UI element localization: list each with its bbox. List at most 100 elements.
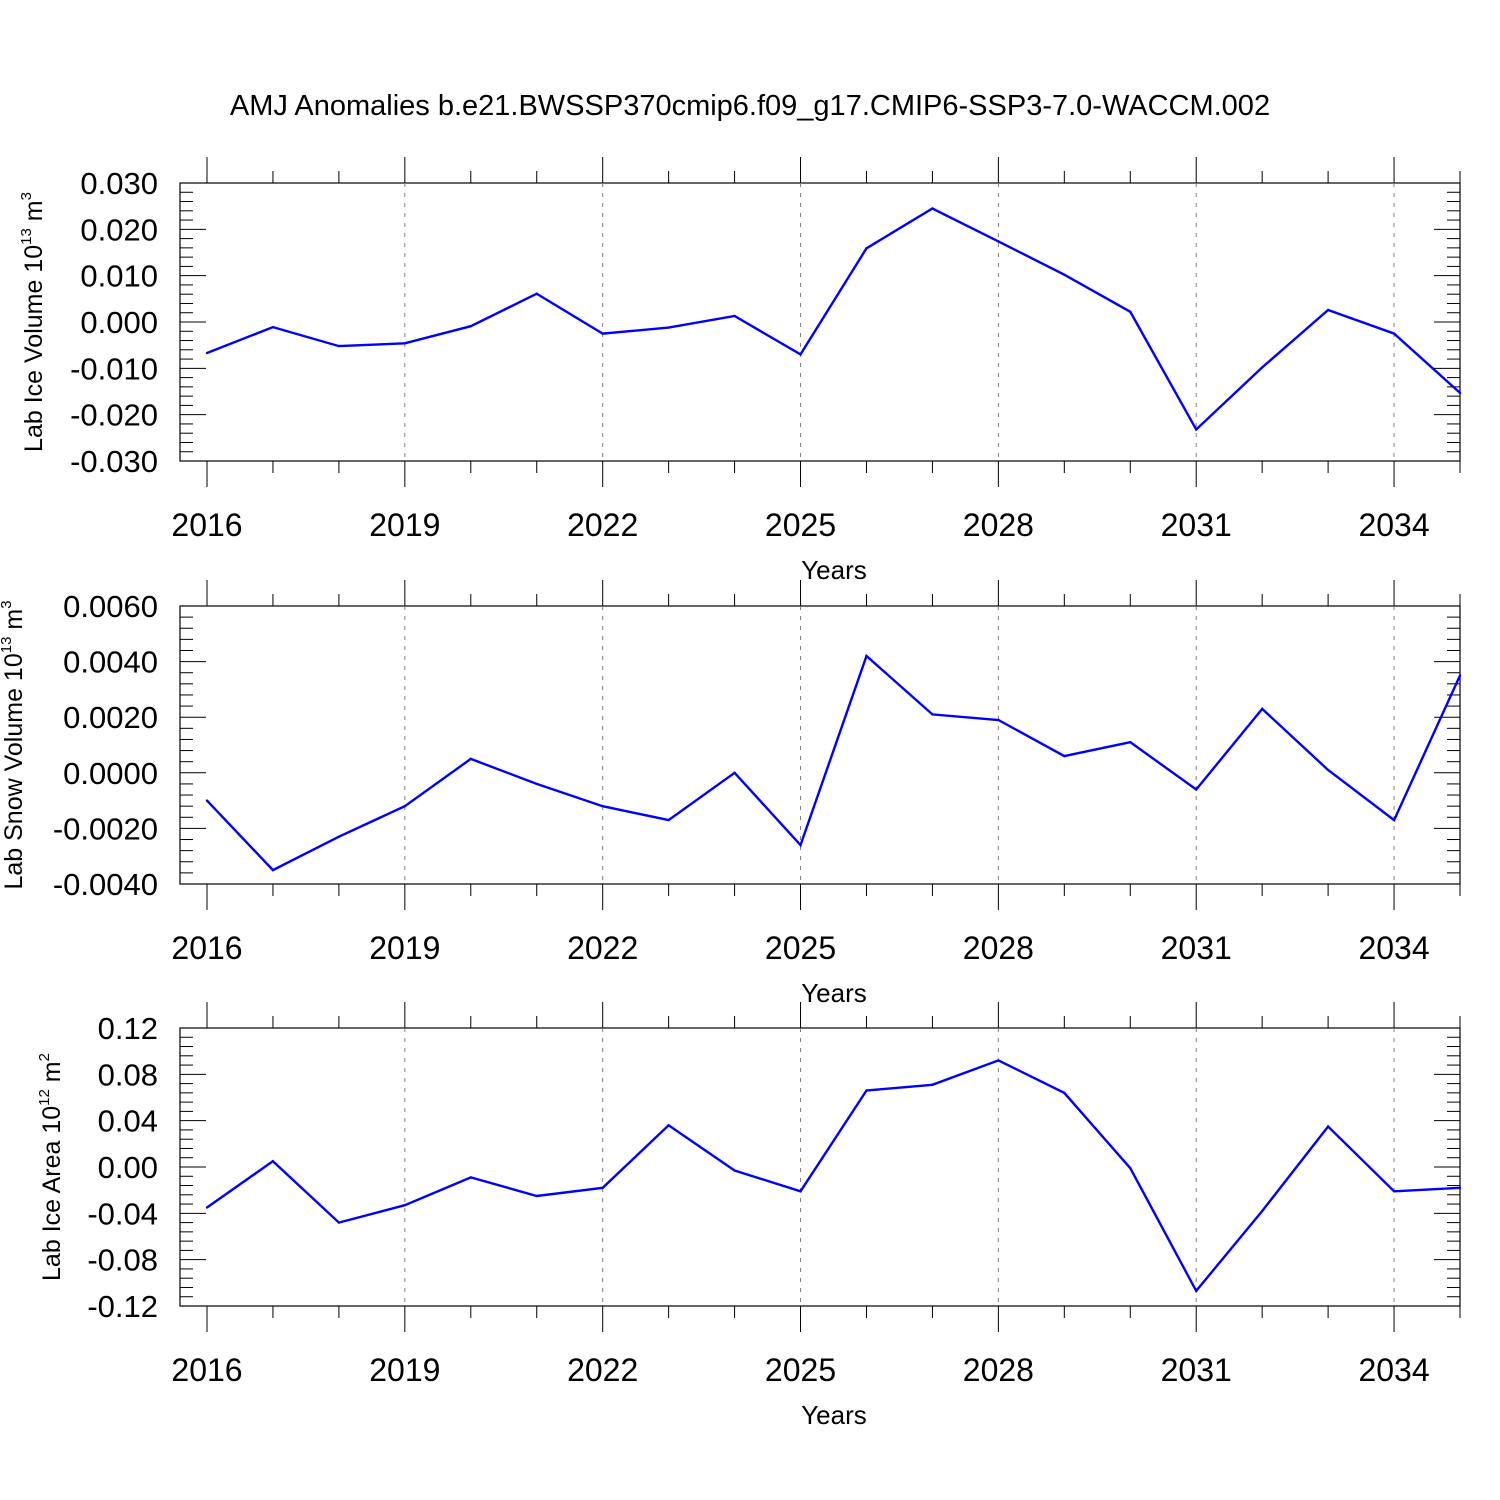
data-point	[403, 804, 407, 808]
x-tick-label: 2031	[1161, 507, 1232, 543]
x-tick-label: 2019	[369, 930, 440, 966]
data-point	[403, 1204, 407, 1207]
data-point	[733, 771, 736, 774]
y-axis-label-exponent: 12	[36, 1089, 53, 1106]
data-point	[865, 247, 868, 250]
data-point	[1260, 707, 1264, 711]
data-point	[733, 1169, 736, 1172]
y-tick-label: -0.020	[70, 398, 158, 433]
data-point	[1129, 1166, 1132, 1170]
x-axis-label: Years	[801, 978, 867, 1008]
y-tick-label: 0.0060	[63, 589, 158, 624]
y-tick-label: -0.0040	[53, 867, 158, 902]
data-point	[1195, 788, 1198, 791]
data-point	[601, 332, 604, 335]
y-tick-label: -0.030	[70, 444, 158, 479]
data-point	[271, 1160, 275, 1163]
x-tick-label: 2025	[765, 507, 836, 543]
data-point	[205, 1206, 209, 1209]
y-tick-label: 0.12	[98, 1011, 158, 1046]
x-tick-label: 2019	[369, 1352, 440, 1388]
x-tick-label: 2019	[369, 507, 440, 543]
data-point	[733, 314, 736, 318]
y-axis-label-unit: m	[38, 1061, 66, 1089]
data-point	[601, 804, 604, 808]
data-point	[1392, 1190, 1396, 1193]
data-point	[1326, 308, 1330, 312]
y-axis-label-unit: m	[20, 200, 48, 228]
data-point	[469, 1176, 472, 1179]
y-tick-label: 0.000	[80, 305, 158, 340]
y-axis-label-text: Lab Ice Area 10	[38, 1106, 66, 1281]
data-point	[1326, 1125, 1330, 1128]
y-axis-label: Lab Ice Area 1012 m2	[36, 1053, 66, 1281]
y-tick-label: 0.020	[80, 212, 158, 247]
x-tick-label: 2016	[171, 507, 242, 543]
data-point	[1195, 428, 1198, 431]
y-tick-label: -0.04	[87, 1196, 158, 1231]
x-tick-label: 2025	[765, 1352, 836, 1388]
y-axis-label: Lab Snow Volume 1013 m3	[0, 600, 28, 889]
data-point	[799, 843, 802, 847]
x-tick-label: 2022	[567, 1352, 638, 1388]
data-point	[337, 835, 341, 838]
y-tick-label: -0.12	[87, 1289, 158, 1324]
x-tick-label: 2034	[1358, 930, 1429, 966]
y-axis-label-unit-exponent: 3	[0, 600, 15, 608]
data-point	[1392, 332, 1396, 335]
data-point	[931, 1083, 934, 1086]
x-tick-label: 2025	[765, 930, 836, 966]
data-point	[1260, 1209, 1264, 1213]
y-tick-label: 0.0000	[63, 756, 158, 791]
y-axis-label-unit-exponent: 2	[36, 1053, 53, 1061]
data-point	[1458, 674, 1462, 677]
x-tick-label: 2022	[567, 507, 638, 543]
data-point	[1392, 818, 1396, 822]
figure-title: AMJ Anomalies b.e21.BWSSP370cmip6.f09_g1…	[229, 90, 1271, 122]
y-tick-label: 0.030	[80, 166, 158, 201]
y-tick-label: 0.08	[98, 1057, 158, 1092]
x-tick-label: 2028	[963, 1352, 1034, 1388]
data-point	[535, 1194, 538, 1198]
y-tick-label: 0.0040	[63, 645, 158, 680]
data-point	[799, 1190, 802, 1193]
data-point	[997, 240, 1000, 243]
data-point	[667, 326, 670, 329]
data-point	[667, 818, 670, 822]
panel-1: 2016 2019 2022 2025 2028 2031 2034 Years -0.030 -…	[18, 157, 1462, 585]
x-tick-label: 2016	[171, 1352, 242, 1388]
data-point	[1063, 273, 1066, 276]
y-tick-label: 0.04	[98, 1104, 158, 1139]
data-point	[997, 1059, 1000, 1062]
data-point	[1063, 1091, 1066, 1095]
data-point	[205, 799, 209, 802]
data-point	[1458, 1186, 1462, 1190]
y-tick-label: -0.08	[87, 1243, 158, 1278]
series-line	[206, 1059, 1461, 1294]
data-point	[535, 292, 538, 295]
y-axis-label-text: Lab Ice Volume 10	[20, 245, 48, 452]
y-tick-label: -0.010	[70, 351, 158, 386]
panel-3: 2016 2019 2022 2025 2028 2031 2034 Years -0.12 -0…	[36, 1002, 1462, 1430]
y-axis-label-text: Lab Snow Volume 10	[0, 653, 28, 889]
panel-2: 2016 2019 2022 2025 2028 2031 2034 Years -0.0040…	[0, 580, 1462, 1008]
data-point	[1326, 768, 1330, 772]
data-point	[271, 868, 275, 872]
data-point	[931, 207, 934, 210]
data-point	[931, 713, 934, 716]
data-point	[535, 782, 538, 786]
x-axis-label: Years	[801, 555, 867, 585]
x-tick-label: 2022	[567, 930, 638, 966]
x-tick-label: 2031	[1161, 930, 1232, 966]
data-point	[865, 1089, 868, 1092]
x-tick-label: 2034	[1358, 507, 1429, 543]
y-axis-label-exponent: 13	[18, 228, 35, 245]
data-point	[1129, 310, 1132, 314]
data-point	[205, 351, 209, 355]
data-point	[1195, 1289, 1198, 1293]
data-point	[337, 344, 341, 348]
data-point	[601, 1186, 604, 1190]
data-point	[799, 353, 802, 356]
data-point	[271, 325, 275, 329]
